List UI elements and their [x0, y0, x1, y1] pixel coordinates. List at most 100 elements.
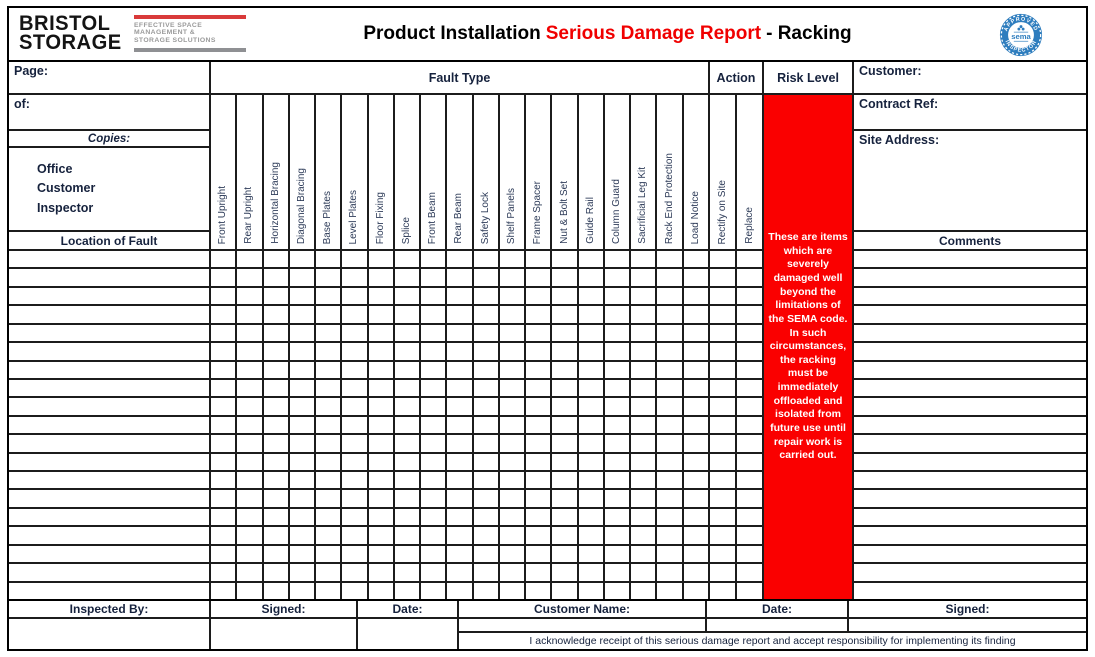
fault-mark-cell[interactable] [526, 582, 551, 599]
fault-mark-cell[interactable] [421, 472, 446, 489]
fault-mark-cell[interactable] [237, 472, 262, 489]
fault-mark-cell[interactable] [263, 324, 288, 342]
comments-cell[interactable] [854, 306, 1086, 323]
of-field[interactable]: of: [9, 95, 209, 129]
action-mark-cell[interactable] [737, 453, 762, 471]
fault-mark-cell[interactable] [526, 453, 551, 471]
fault-mark-cell[interactable] [683, 527, 708, 544]
action-mark-cell[interactable] [710, 306, 735, 323]
fault-mark-cell[interactable] [421, 306, 446, 323]
fault-mark-cell[interactable] [578, 490, 603, 507]
fault-mark-cell[interactable] [683, 398, 708, 415]
fault-mark-cell[interactable] [289, 398, 315, 415]
fault-mark-cell[interactable] [263, 453, 288, 471]
fault-mark-cell[interactable] [683, 306, 708, 323]
fault-mark-cell[interactable] [526, 416, 551, 434]
fault-mark-cell[interactable] [552, 416, 577, 434]
fault-mark-cell[interactable] [526, 398, 551, 415]
fault-mark-cell[interactable] [289, 306, 315, 323]
fault-mark-cell[interactable] [316, 435, 341, 452]
fault-mark-cell[interactable] [211, 361, 236, 378]
fault-mark-cell[interactable] [368, 490, 393, 507]
fault-mark-cell[interactable] [368, 361, 393, 378]
fault-mark-cell[interactable] [578, 416, 603, 434]
fault-mark-cell[interactable] [263, 527, 288, 544]
action-mark-cell[interactable] [710, 416, 735, 434]
fault-mark-cell[interactable] [289, 269, 315, 286]
comments-cell[interactable] [854, 343, 1086, 360]
fault-mark-cell[interactable] [473, 361, 498, 378]
fault-mark-cell[interactable] [342, 269, 367, 286]
fault-mark-cell[interactable] [499, 453, 525, 471]
customer-date-input-cell[interactable] [707, 619, 847, 631]
fault-mark-cell[interactable] [499, 287, 525, 305]
action-mark-cell[interactable] [737, 251, 762, 268]
fault-mark-cell[interactable] [499, 490, 525, 507]
fault-mark-cell[interactable] [578, 435, 603, 452]
location-of-fault-cell[interactable] [9, 527, 209, 544]
fault-mark-cell[interactable] [526, 472, 551, 489]
action-mark-cell[interactable] [710, 379, 735, 397]
fault-mark-cell[interactable] [499, 306, 525, 323]
fault-mark-cell[interactable] [421, 324, 446, 342]
fault-mark-cell[interactable] [473, 472, 498, 489]
fault-mark-cell[interactable] [604, 527, 630, 544]
fault-mark-cell[interactable] [368, 306, 393, 323]
comments-cell[interactable] [854, 361, 1086, 378]
fault-mark-cell[interactable] [473, 582, 498, 599]
fault-mark-cell[interactable] [316, 453, 341, 471]
fault-mark-cell[interactable] [211, 527, 236, 544]
fault-mark-cell[interactable] [263, 306, 288, 323]
fault-mark-cell[interactable] [237, 251, 262, 268]
fault-mark-cell[interactable] [289, 472, 315, 489]
fault-mark-cell[interactable] [394, 472, 420, 489]
fault-mark-cell[interactable] [289, 582, 315, 599]
fault-mark-cell[interactable] [316, 527, 341, 544]
comments-cell[interactable] [854, 379, 1086, 397]
fault-mark-cell[interactable] [237, 269, 262, 286]
fault-mark-cell[interactable] [499, 416, 525, 434]
fault-mark-cell[interactable] [342, 361, 367, 378]
fault-mark-cell[interactable] [447, 269, 472, 286]
fault-mark-cell[interactable] [526, 545, 551, 563]
fault-mark-cell[interactable] [394, 324, 420, 342]
fault-mark-cell[interactable] [631, 490, 656, 507]
fault-mark-cell[interactable] [657, 416, 682, 434]
fault-mark-cell[interactable] [526, 527, 551, 544]
fault-mark-cell[interactable] [342, 416, 367, 434]
comments-cell[interactable] [854, 472, 1086, 489]
fault-mark-cell[interactable] [368, 508, 393, 526]
fault-mark-cell[interactable] [631, 306, 656, 323]
fault-mark-cell[interactable] [421, 416, 446, 434]
fault-mark-cell[interactable] [631, 582, 656, 599]
fault-mark-cell[interactable] [631, 527, 656, 544]
fault-mark-cell[interactable] [526, 379, 551, 397]
fault-mark-cell[interactable] [631, 398, 656, 415]
fault-mark-cell[interactable] [263, 269, 288, 286]
fault-mark-cell[interactable] [526, 508, 551, 526]
fault-mark-cell[interactable] [604, 508, 630, 526]
fault-mark-cell[interactable] [473, 453, 498, 471]
fault-mark-cell[interactable] [342, 343, 367, 360]
fault-mark-cell[interactable] [342, 306, 367, 323]
fault-mark-cell[interactable] [499, 472, 525, 489]
fault-mark-cell[interactable] [237, 582, 262, 599]
fault-mark-cell[interactable] [473, 324, 498, 342]
fault-mark-cell[interactable] [211, 453, 236, 471]
fault-mark-cell[interactable] [421, 361, 446, 378]
fault-mark-cell[interactable] [473, 435, 498, 452]
fault-mark-cell[interactable] [394, 269, 420, 286]
fault-mark-cell[interactable] [473, 379, 498, 397]
location-of-fault-cell[interactable] [9, 508, 209, 526]
fault-mark-cell[interactable] [657, 361, 682, 378]
fault-mark-cell[interactable] [368, 582, 393, 599]
action-mark-cell[interactable] [737, 269, 762, 286]
fault-mark-cell[interactable] [342, 508, 367, 526]
fault-mark-cell[interactable] [552, 324, 577, 342]
fault-mark-cell[interactable] [499, 379, 525, 397]
fault-mark-cell[interactable] [657, 398, 682, 415]
fault-mark-cell[interactable] [631, 416, 656, 434]
fault-mark-cell[interactable] [421, 269, 446, 286]
fault-mark-cell[interactable] [526, 251, 551, 268]
fault-mark-cell[interactable] [289, 361, 315, 378]
